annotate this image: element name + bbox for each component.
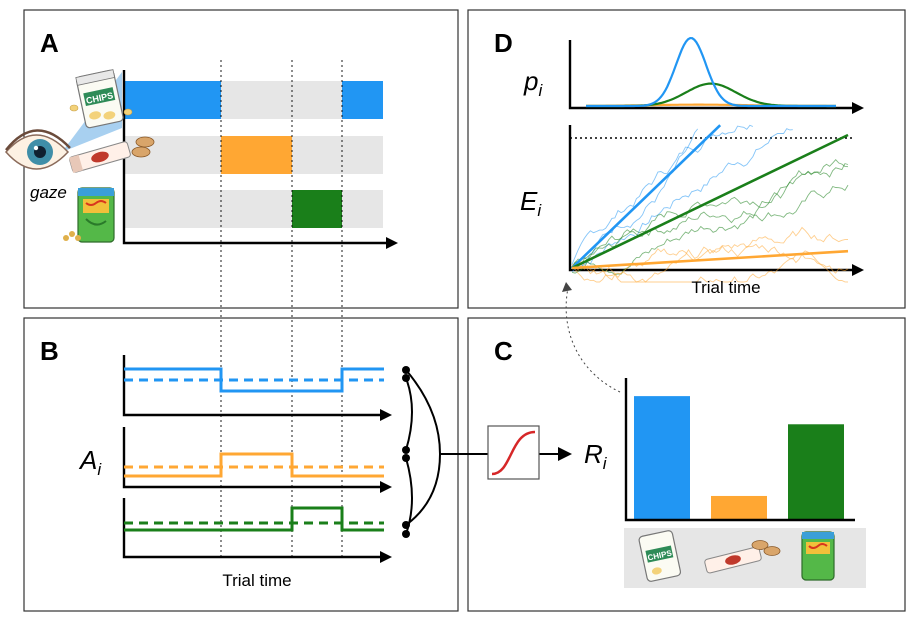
panel-b-axes-row1 (122, 355, 384, 417)
symbol-a: Ai (78, 445, 102, 479)
panel-b-frame (23, 317, 459, 612)
panel-c: CHIPS (624, 378, 866, 588)
fixation-item1-b (342, 81, 383, 119)
candy-bar-icon (704, 546, 762, 574)
panel-d-top-curves (586, 36, 836, 108)
attention-item2 (124, 452, 384, 478)
chips-bag-icon: CHIPS (638, 530, 682, 582)
panel-d-bottom-axes (568, 125, 855, 272)
fixation-item2 (221, 136, 292, 174)
panel-b: Ai Trial time (78, 355, 572, 590)
noisy-path-item3 (571, 184, 849, 267)
drift-line-item3 (571, 133, 849, 270)
noisy-path-item3 (571, 163, 849, 276)
bar-3 (788, 424, 844, 519)
bar-1 (634, 396, 690, 519)
noisy-path-item1 (571, 124, 754, 265)
panel-c-axes (624, 378, 855, 522)
panel-c-bars (634, 396, 844, 519)
c-to-d-arrow (565, 287, 621, 393)
bar-2 (711, 495, 767, 519)
panel-b-xlabel: Trial time (222, 571, 291, 590)
c-to-d-arrowhead (562, 282, 572, 292)
panel-d-xlabel: Trial time (691, 278, 760, 297)
panel-label-b: B (40, 336, 59, 366)
attention-item3 (124, 506, 384, 532)
panel-a: gaze CHIPS (4, 69, 398, 249)
eye-icon (4, 129, 71, 170)
snack-bag-icon (801, 531, 835, 581)
noisy-path-item1 (571, 128, 793, 269)
candy-bar-icon (68, 141, 131, 173)
drift-line-item1 (571, 124, 722, 269)
symbol-p: pi (523, 66, 543, 100)
gaze-label: gaze (30, 183, 67, 202)
noisy-path-item1 (571, 128, 699, 273)
panel-label-d: D (494, 28, 513, 58)
panel-d: pi Ei Trial time (520, 36, 864, 297)
symbol-r: Ri (584, 439, 608, 473)
panel-d-bottom-paths (571, 124, 849, 283)
attention-item1 (124, 367, 384, 393)
panel-a-axes (122, 70, 390, 245)
density-curve-item1 (586, 36, 836, 108)
track-item3 (125, 190, 383, 228)
panel-d-top-axes (568, 40, 855, 110)
fixation-item1-a (125, 81, 221, 119)
panel-b-axes-row3 (122, 498, 384, 559)
snack-bag-icon (77, 187, 115, 243)
combination-connectors (402, 366, 572, 538)
chips-bag-icon: CHIPS (75, 69, 124, 129)
noisy-path-item2 (571, 226, 849, 275)
sigmoid-transform (487, 425, 540, 480)
panel-a-arrowhead (386, 237, 398, 249)
drift-line-item2 (571, 249, 849, 270)
fixation-item3 (292, 190, 342, 228)
panel-b-axes-row2 (122, 427, 384, 489)
symbol-e: Ei (520, 186, 542, 220)
panel-label-a: A (40, 28, 59, 58)
panel-label-c: C (494, 336, 513, 366)
